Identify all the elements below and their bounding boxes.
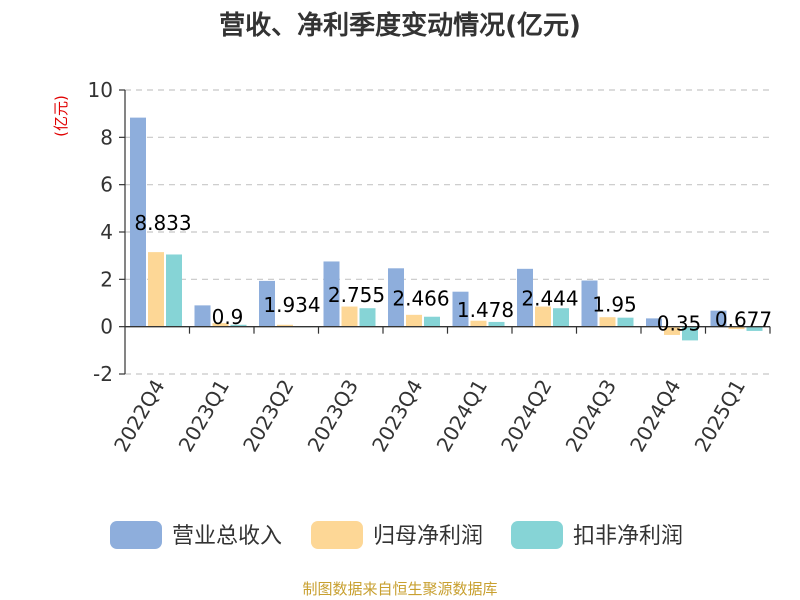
bar <box>230 324 247 327</box>
legend-swatch <box>511 521 563 549</box>
data-label: 0.677 <box>715 308 772 332</box>
x-tick-label: 2024Q4 <box>625 375 685 456</box>
bar <box>277 324 293 327</box>
data-label: 1.934 <box>263 293 320 317</box>
data-label: 1.95 <box>592 293 637 317</box>
data-label: 2.755 <box>328 283 385 307</box>
data-label: 1.478 <box>457 298 514 322</box>
x-tick-label: 2025Q1 <box>690 375 750 456</box>
data-label: 0.9 <box>212 305 244 329</box>
bar <box>517 268 533 327</box>
bar <box>488 321 505 327</box>
source-note: 制图数据来自恒生聚源数据库 <box>302 580 497 598</box>
legend: 营业总收入 归母净利润 扣非净利润 <box>110 521 683 549</box>
x-tick-label: 2023Q4 <box>367 375 427 456</box>
bar <box>646 318 662 327</box>
data-labels: 8.833 0.9 1.934 2.755 2.466 1.478 2.444 1.95 0.3… <box>134 211 772 335</box>
bar <box>535 306 551 327</box>
bar <box>470 320 487 327</box>
x-tick-label: 2024Q2 <box>496 375 556 456</box>
x-tick-label: 2024Q1 <box>432 375 492 456</box>
bar <box>259 280 275 327</box>
bar <box>710 310 727 327</box>
x-tick-label: 2023Q2 <box>238 375 298 456</box>
y-tick-label: 4 <box>100 220 113 244</box>
bar <box>341 306 358 327</box>
legend-label: 扣非净利润 <box>573 524 683 549</box>
bar <box>130 117 146 327</box>
y-tick-label: 6 <box>100 173 113 197</box>
bar <box>682 326 698 341</box>
bar <box>406 314 422 327</box>
bars <box>130 117 763 341</box>
data-label: 0.35 <box>657 312 702 336</box>
bar <box>148 252 164 327</box>
bar <box>553 308 569 327</box>
bar <box>323 261 340 327</box>
chart-title: 营收、净利季度变动情况(亿元) <box>219 10 581 41</box>
bar <box>452 291 469 327</box>
y-tick-label: 0 <box>100 315 113 339</box>
data-label: 2.444 <box>521 287 578 311</box>
bar <box>424 316 440 327</box>
bar <box>746 326 763 331</box>
legend-swatch <box>311 521 363 549</box>
bar <box>212 323 229 327</box>
grid-lines <box>125 89 770 375</box>
y-tick-label: 8 <box>100 125 113 149</box>
bar <box>581 280 598 327</box>
x-tick-label: 2023Q1 <box>174 375 234 456</box>
bar <box>617 317 634 327</box>
bar <box>194 305 211 327</box>
y-axis-unit: (亿元) <box>52 95 70 137</box>
bar <box>599 317 616 327</box>
bar <box>664 326 680 335</box>
bar <box>388 268 404 327</box>
legend-label: 归母净利润 <box>373 524 483 549</box>
y-tick-label: -2 <box>93 362 113 386</box>
legend-label: 营业总收入 <box>172 524 282 549</box>
data-label: 2.466 <box>392 286 449 310</box>
legend-swatch <box>110 521 162 549</box>
y-tick-label: 10 <box>88 78 113 102</box>
bar <box>728 326 745 330</box>
x-tick-label: 2023Q3 <box>303 375 363 456</box>
x-tick-label: 2022Q4 <box>109 375 169 456</box>
data-label: 8.833 <box>134 211 191 235</box>
bar <box>359 308 376 327</box>
bar <box>166 254 182 327</box>
x-tick-label: 2024Q3 <box>561 375 621 456</box>
y-tick-label: 2 <box>100 267 113 291</box>
